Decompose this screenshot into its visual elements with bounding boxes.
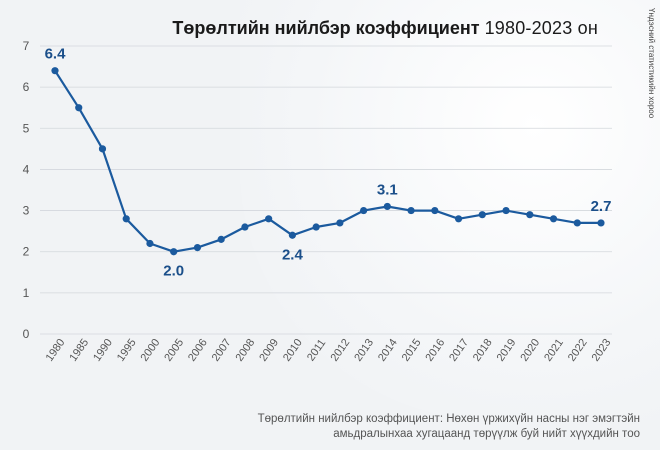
data-point [336, 219, 344, 227]
y-tick-label: 4 [23, 162, 30, 176]
data-point [526, 211, 534, 219]
x-tick-label: 2007 [210, 337, 234, 364]
x-tick-label: 2020 [518, 337, 542, 364]
data-point [407, 206, 415, 215]
y-tick-label: 6 [23, 80, 30, 94]
data-point [75, 104, 83, 112]
data-point [502, 206, 510, 215]
y-tick-label: 0 [23, 327, 30, 341]
data-point [288, 231, 296, 239]
x-tick-label: 2006 [186, 337, 210, 364]
x-tick-label: 2017 [447, 337, 471, 364]
data-point [146, 239, 154, 248]
data-point [454, 215, 463, 223]
data-point [98, 145, 107, 153]
data-point [217, 235, 225, 243]
data-point [170, 248, 178, 256]
footnote-line-2: амьдралынхаа хугацаанд төрүүлж буй нийт … [333, 428, 640, 440]
data-point [478, 211, 486, 219]
x-tick-label: 2012 [328, 337, 352, 364]
data-point [122, 215, 130, 223]
data-label: 2.0 [163, 263, 184, 280]
x-tick-label: 2021 [542, 337, 566, 364]
x-tick-label: 2008 [234, 337, 258, 364]
y-tick-label: 7 [23, 39, 30, 53]
footnote: Төрөлтийн нийлбэр коэффициент: Нөхөн үрж… [180, 412, 640, 442]
chart-title: Төрөлтийн нийлбэр коэффициент 1980-2023 … [0, 18, 598, 39]
data-label: 2.7 [591, 198, 612, 215]
data-point [193, 244, 202, 252]
data-point [573, 219, 581, 227]
data-point [241, 223, 249, 231]
x-tick-label: 2018 [471, 337, 495, 364]
x-tick-label: 1985 [67, 337, 91, 364]
data-point [312, 223, 320, 231]
y-tick-label: 5 [23, 121, 30, 135]
y-tick-label: 3 [23, 204, 30, 218]
y-tick-label: 2 [23, 245, 30, 259]
x-tick-label: 2005 [162, 337, 186, 364]
data-point [431, 206, 439, 215]
x-tick-label: 2022 [566, 337, 590, 364]
x-tick-label: 2023 [590, 337, 614, 364]
data-point [549, 215, 558, 223]
data-point [265, 215, 273, 223]
x-tick-label: 1995 [115, 337, 139, 364]
source-credit: Үндэсний статистикийн хороо [647, 8, 656, 119]
chart-title-main: Төрөлтийн нийлбэр коэффициент [172, 18, 480, 38]
data-point [597, 219, 605, 227]
chart-title-range: 1980-2023 он [484, 18, 598, 38]
data-point [383, 202, 391, 211]
footnote-line-1: Төрөлтийн нийлбэр коэффициент: Нөхөн үрж… [257, 413, 640, 425]
data-label: 6.4 [45, 46, 67, 63]
data-point [51, 67, 59, 75]
x-tick-label: 2013 [352, 337, 376, 364]
series-line [54, 70, 601, 253]
x-tick-label: 2014 [376, 337, 400, 364]
y-tick-label: 1 [23, 286, 30, 300]
x-tick-label: 2011 [305, 337, 328, 363]
x-tick-label: 1980 [44, 337, 68, 364]
x-tick-label: 1990 [91, 337, 115, 364]
x-tick-label: 2015 [400, 337, 424, 364]
data-label: 3.1 [377, 181, 398, 198]
x-tick-label: 2010 [281, 337, 305, 364]
x-tick-label: 2016 [423, 337, 447, 364]
x-tick-label: 2019 [495, 337, 519, 364]
data-point [360, 206, 368, 215]
x-tick-label: 2009 [257, 337, 281, 364]
data-label: 2.4 [282, 246, 304, 263]
x-tick-label: 2000 [139, 337, 163, 364]
